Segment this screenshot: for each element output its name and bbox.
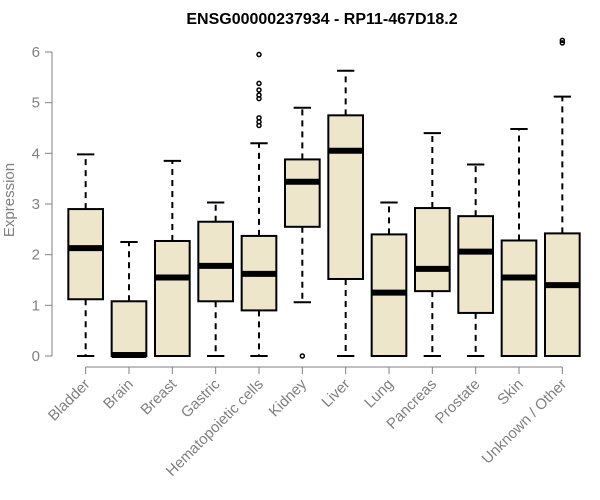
x-tick-label: Breast [137, 375, 180, 418]
box-rect [414, 207, 451, 293]
box-rect [67, 208, 105, 301]
box-pancreas [414, 132, 451, 357]
box-unknown-other [544, 37, 581, 358]
outlier-point [559, 37, 566, 44]
y-tick-label: 3 [32, 196, 40, 213]
x-tick-label: Bladder [45, 376, 94, 425]
outlier-point [256, 87, 262, 93]
box-rect [500, 239, 538, 357]
x-tick-label: Kidney [266, 375, 311, 420]
box-rect [457, 215, 495, 314]
box-rect [544, 232, 581, 358]
y-tick-label: 2 [32, 247, 40, 264]
outlier-point [299, 353, 306, 359]
y-tick-label: 1 [32, 297, 40, 314]
box-prostate [457, 163, 495, 357]
outlier-point [256, 115, 262, 121]
y-tick-label: 5 [32, 95, 40, 112]
outlier-point [256, 80, 262, 87]
x-tick-label: Liver [318, 376, 353, 411]
box-lung [370, 201, 408, 357]
x-tick-label: Skin [494, 376, 527, 409]
box-hematopoietic-cells [240, 51, 278, 357]
box-rect [284, 158, 321, 228]
box-breast [154, 159, 191, 357]
box-gastric [197, 201, 234, 357]
outlier-point [256, 51, 262, 58]
x-tick-label: Prostate [432, 376, 484, 428]
box-kidney [284, 106, 321, 359]
outlier-point [256, 92, 262, 98]
boxes-group [67, 37, 581, 359]
box-rect [110, 300, 148, 357]
box-rect [154, 239, 191, 357]
chart-title: ENSG00000237934 - RP11-467D18.2 [186, 11, 457, 28]
box-rect [327, 114, 365, 280]
y-tick-label: 4 [32, 145, 40, 162]
x-tick-label: Brain [100, 376, 137, 413]
x-tick-label: Lung [361, 376, 397, 412]
y-axis: 0 1 2 3 4 5 6 [32, 44, 53, 365]
y-axis-label: Expression [1, 163, 18, 237]
box-bladder [67, 153, 105, 357]
outlier-point [559, 40, 566, 46]
y-tick-label: 6 [32, 44, 40, 61]
box-skin [500, 128, 538, 357]
y-tick-label: 0 [32, 348, 40, 365]
box-rect [197, 220, 234, 303]
box-brain [110, 241, 148, 358]
box-liver [327, 69, 365, 357]
